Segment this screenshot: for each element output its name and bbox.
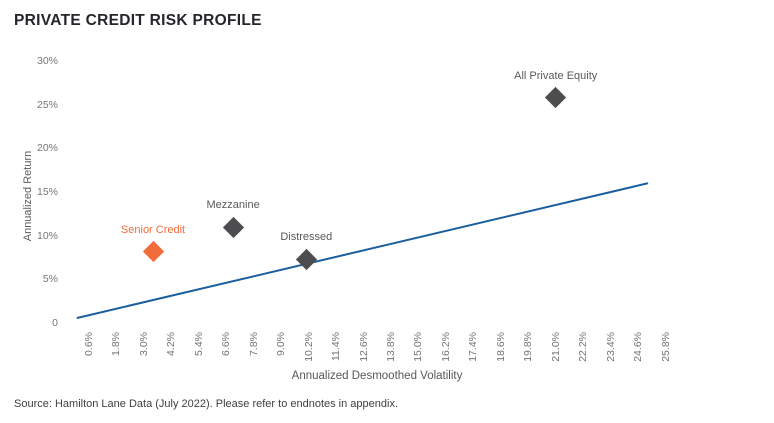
x-axis-title: Annualized Desmoothed Volatility bbox=[291, 370, 463, 382]
y-axis-title: Annualized Return bbox=[22, 150, 34, 242]
trend-line bbox=[76, 182, 649, 319]
y-tick-label: 15% bbox=[36, 186, 58, 198]
data-point-label: Distressed bbox=[280, 231, 333, 244]
source-note: Source: Hamilton Lane Data (July 2022). … bbox=[14, 398, 399, 410]
y-tick-label: 5% bbox=[42, 273, 58, 286]
data-point-label: Mezzanine bbox=[206, 199, 260, 212]
data-point-label: Senior Credit bbox=[120, 223, 186, 236]
chart-title: PRIVATE CREDIT RISK PROFILE bbox=[14, 12, 262, 29]
y-tick-label: 0 bbox=[52, 317, 58, 329]
y-tick-label: 25% bbox=[36, 98, 58, 111]
y-tick-label: 30% bbox=[36, 55, 58, 67]
y-tick-label: 10% bbox=[36, 229, 58, 242]
data-point-label: All Private Equity bbox=[514, 69, 598, 82]
y-tick-label: 20% bbox=[36, 142, 58, 155]
